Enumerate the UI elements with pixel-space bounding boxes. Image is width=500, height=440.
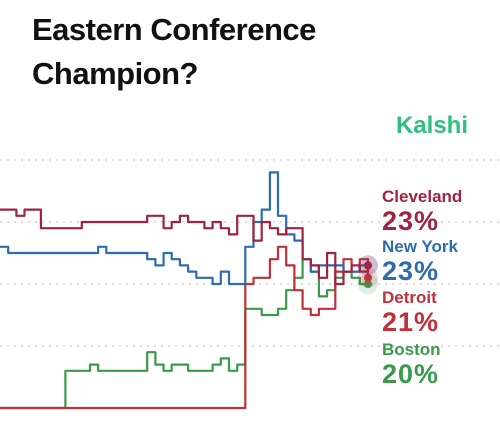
series-line-detroit	[0, 245, 370, 410]
title-line-2: Champion?	[32, 56, 199, 91]
chart-title: Eastern Conference Champion?	[32, 8, 392, 96]
legend-item-cleveland: Cleveland 23%	[382, 187, 463, 237]
series-line-boston	[0, 258, 368, 410]
legend-name-detroit: Detroit	[382, 288, 437, 307]
endpoint-dot-boston	[364, 280, 372, 288]
endpoint-dot-detroit	[364, 273, 372, 282]
series-line-cleveland	[0, 208, 370, 286]
legend-value-cleveland: 23%	[382, 206, 440, 236]
legend-name-cleveland: Cleveland	[382, 187, 463, 206]
kalshi-logo: Kalshi	[395, 112, 468, 139]
legend-value-new-york: 23%	[382, 256, 440, 286]
title-line-1: Eastern Conference	[32, 12, 316, 47]
legend-item-boston: Boston 20%	[382, 340, 441, 390]
legend-name-boston: Boston	[382, 340, 441, 359]
legend-value-boston: 20%	[382, 359, 440, 389]
legend-name-new-york: New York	[382, 237, 458, 256]
legend-item-new-york: New York 23%	[382, 237, 458, 287]
legend-item-detroit: Detroit 21%	[382, 288, 440, 338]
endpoint-dot-cleveland	[364, 261, 372, 270]
legend-value-detroit: 21%	[382, 307, 440, 337]
